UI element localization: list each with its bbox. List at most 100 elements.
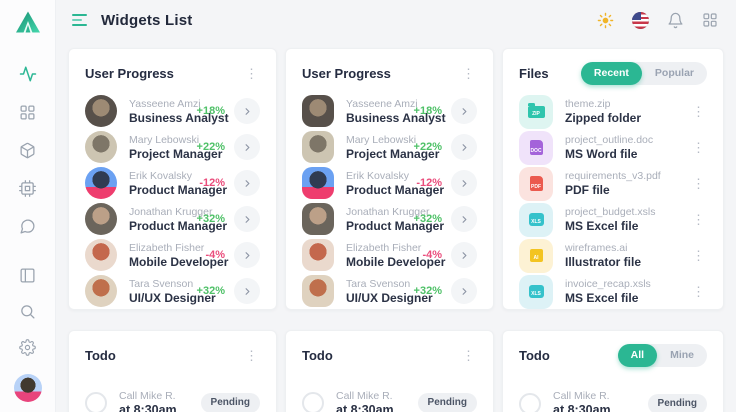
user-photo-avatar <box>85 203 117 235</box>
card-title: Todo <box>302 347 333 363</box>
chevron-right-icon[interactable] <box>451 242 477 268</box>
todo-row: Call Mike R. at 8:30am Pending <box>302 380 477 412</box>
user-name: Tara Svenson <box>129 277 194 290</box>
file-type: MS Word file <box>565 147 638 161</box>
file-type: Zipped folder <box>565 111 641 125</box>
todo-task: Call Mike R. <box>336 389 393 402</box>
apps-grid-icon[interactable] <box>702 12 718 28</box>
chevron-right-icon[interactable] <box>234 170 260 196</box>
file-name: wireframes.ai <box>565 242 628 254</box>
package-icon[interactable] <box>16 141 40 159</box>
chevron-right-icon[interactable] <box>234 134 260 160</box>
file-row: AI wireframes.ai Illustrator file ⋮ <box>519 238 707 274</box>
user-progress-card-1: User Progress ⋮ Yasseene Amzi Business An… <box>68 48 277 310</box>
chevron-right-icon[interactable] <box>451 134 477 160</box>
user-row: Tara Svenson UI/UX Designer +32% <box>85 273 260 309</box>
kebab-menu-icon[interactable]: ⋮ <box>245 347 258 363</box>
user-change-percent: -12% <box>199 177 225 189</box>
file-row: ZIP theme.zip Zipped folder ⋮ <box>519 94 707 130</box>
tab-mine[interactable]: Mine <box>657 344 707 367</box>
user-change-percent: -12% <box>416 177 442 189</box>
file-row: XLS invoice_recap.xsls MS Excel file ⋮ <box>519 274 707 310</box>
user-photo-avatar <box>302 131 334 163</box>
kebab-menu-icon[interactable]: ⋮ <box>462 65 475 81</box>
tab-recent[interactable]: Recent <box>580 62 642 85</box>
kebab-menu-icon[interactable]: ⋮ <box>462 347 475 363</box>
user-photo-avatar <box>302 95 334 127</box>
search-icon[interactable] <box>16 302 40 320</box>
kebab-menu-icon[interactable]: ⋮ <box>692 176 705 191</box>
todo-time: at 8:30am <box>553 403 611 412</box>
user-change-percent: +18% <box>196 105 225 117</box>
settings-icon[interactable] <box>16 338 40 356</box>
todo-checkbox[interactable] <box>302 392 324 412</box>
user-photo-avatar <box>85 239 117 271</box>
user-name: Elizabeth Fisher <box>346 241 422 254</box>
user-role: UI/UX Designer <box>346 290 433 305</box>
files-tabs: Recent Popular <box>580 62 707 85</box>
activity-icon[interactable] <box>16 65 40 83</box>
todo-checkbox[interactable] <box>519 392 541 412</box>
kebab-menu-icon[interactable]: ⋮ <box>692 104 705 119</box>
layout-icon[interactable] <box>16 266 40 284</box>
user-change-percent: +32% <box>413 285 442 297</box>
tab-all[interactable]: All <box>617 344 658 367</box>
user-change-percent: +22% <box>413 141 442 153</box>
file-type-icon: ZIP <box>519 94 553 129</box>
user-name: Mary Lebowski <box>346 133 417 146</box>
kebab-menu-icon[interactable]: ⋮ <box>692 248 705 263</box>
user-row: Yasseene Amzi Business Analyst +18% <box>302 93 477 129</box>
user-photo-avatar <box>85 167 117 199</box>
todo-row: Call Mike R. at 8:30am Pending <box>519 381 707 412</box>
chevron-right-icon[interactable] <box>234 242 260 268</box>
user-photo-avatar <box>302 275 334 307</box>
chevron-right-icon[interactable] <box>234 278 260 304</box>
tab-popular[interactable]: Popular <box>642 62 707 85</box>
kebab-menu-icon[interactable]: ⋮ <box>692 284 705 299</box>
status-badge: Pending <box>200 393 260 412</box>
card-title: Todo <box>519 347 550 363</box>
user-photo-avatar <box>302 239 334 271</box>
us-flag-icon[interactable] <box>632 11 649 29</box>
chevron-right-icon[interactable] <box>451 98 477 124</box>
user-avatar[interactable] <box>14 374 42 402</box>
user-role: Product Manager <box>129 182 228 197</box>
user-row: Jonathan Krugger Product Manager +32% <box>302 201 477 237</box>
user-name: Erik Kovalsky <box>129 169 193 182</box>
user-role: Product Manager <box>346 182 445 197</box>
status-badge: Pending <box>417 393 477 412</box>
file-name: theme.zip <box>565 98 611 110</box>
brand-triangle-logo[interactable] <box>15 10 41 39</box>
user-row: Yasseene Amzi Business Analyst +18% <box>85 93 260 129</box>
chevron-right-icon[interactable] <box>451 206 477 232</box>
files-card: Files Recent Popular ZIP theme.zip Zipped f… <box>502 48 724 310</box>
user-row: Elizabeth Fisher Mobile Developer -4% <box>302 237 477 273</box>
chevron-right-icon[interactable] <box>451 278 477 304</box>
header-actions <box>597 11 718 29</box>
kebab-menu-icon[interactable]: ⋮ <box>692 140 705 155</box>
todo-task: Call Mike R. <box>119 389 176 402</box>
user-change-percent: +32% <box>196 213 225 225</box>
user-progress-card-2: User Progress ⋮ Yasseene Amzi Business An… <box>285 48 494 310</box>
bell-icon[interactable] <box>667 12 684 29</box>
todo-card-1: Todo ⋮ Call Mike R.at 8:30amPendingFinis… <box>68 330 277 412</box>
hamburger-menu-icon[interactable] <box>72 14 87 26</box>
file-type-icon: DOC <box>519 130 553 165</box>
kebab-menu-icon[interactable]: ⋮ <box>692 212 705 227</box>
user-role: Project Manager <box>346 146 440 161</box>
kebab-menu-icon[interactable]: ⋮ <box>245 65 258 81</box>
chat-icon[interactable] <box>16 217 40 235</box>
file-name: project_outline.doc <box>565 134 654 146</box>
file-type: MS Excel file <box>565 291 639 305</box>
sidebar-nav-top <box>16 65 40 235</box>
chevron-right-icon[interactable] <box>234 206 260 232</box>
main-content: User Progress ⋮ Yasseene Amzi Business An… <box>56 40 736 412</box>
cpu-icon[interactable] <box>16 179 40 197</box>
todo-checkbox[interactable] <box>85 392 107 412</box>
sun-theme-icon[interactable] <box>597 12 614 29</box>
chevron-right-icon[interactable] <box>451 170 477 196</box>
grid-icon[interactable] <box>16 103 40 121</box>
chevron-right-icon[interactable] <box>234 98 260 124</box>
card-title: Files <box>519 65 549 81</box>
